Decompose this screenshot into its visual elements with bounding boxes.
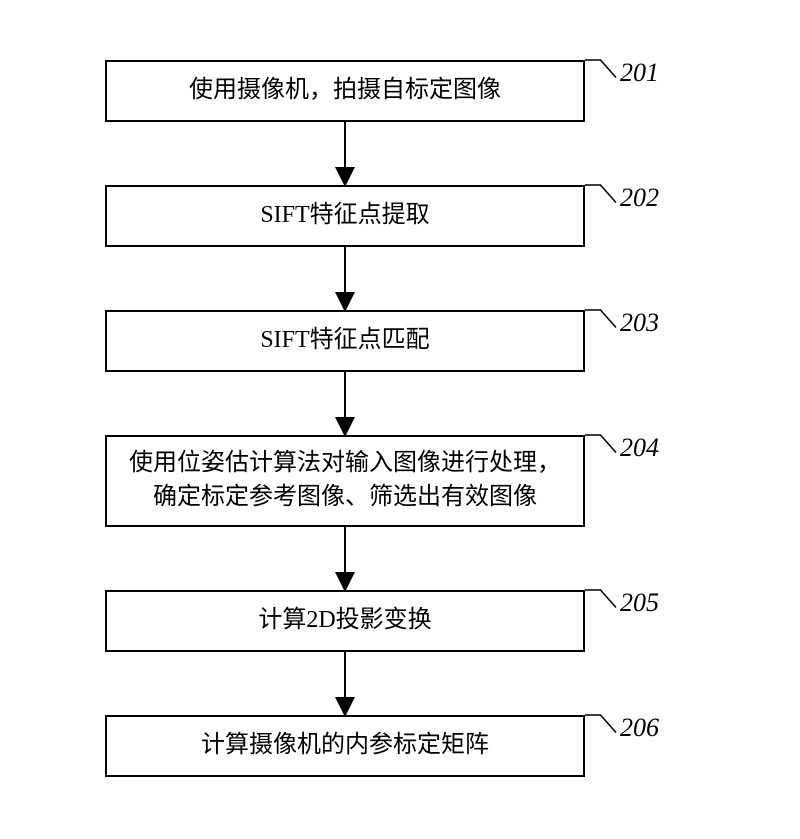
- label-connector: [585, 310, 616, 328]
- label-connector: [585, 590, 616, 608]
- label-connector: [585, 60, 616, 78]
- flowchart-node: SIFT特征点匹配: [105, 310, 585, 372]
- step-label: 206: [620, 713, 659, 743]
- node-text: SIFT特征点提取: [260, 199, 429, 233]
- step-label: 205: [620, 588, 659, 618]
- label-connector: [585, 715, 616, 733]
- flowchart-node: 使用位姿估计算法对输入图像进行处理， 确定标定参考图像、筛选出有效图像: [105, 435, 585, 527]
- node-text: SIFT特征点匹配: [260, 324, 429, 358]
- flowchart-node: 计算2D投影变换: [105, 590, 585, 652]
- node-text: 计算2D投影变换: [258, 604, 431, 638]
- step-label: 203: [620, 308, 659, 338]
- node-text: 计算摄像机的内参标定矩阵: [201, 729, 489, 763]
- node-text: 使用位姿估计算法对输入图像进行处理， 确定标定参考图像、筛选出有效图像: [129, 447, 561, 514]
- label-connector: [585, 435, 616, 453]
- flowchart-canvas: 使用摄像机，拍摄自标定图像 201 SIFT特征点提取 202 SIFT特征点匹配 203…: [0, 0, 800, 839]
- step-label: 204: [620, 433, 659, 463]
- flowchart-node: 使用摄像机，拍摄自标定图像: [105, 60, 585, 122]
- edges-layer: [0, 0, 800, 839]
- step-label: 202: [620, 183, 659, 213]
- step-label: 201: [620, 58, 659, 88]
- label-connector: [585, 185, 616, 203]
- flowchart-node: SIFT特征点提取: [105, 185, 585, 247]
- flowchart-node: 计算摄像机的内参标定矩阵: [105, 715, 585, 777]
- node-text: 使用摄像机，拍摄自标定图像: [189, 74, 501, 108]
